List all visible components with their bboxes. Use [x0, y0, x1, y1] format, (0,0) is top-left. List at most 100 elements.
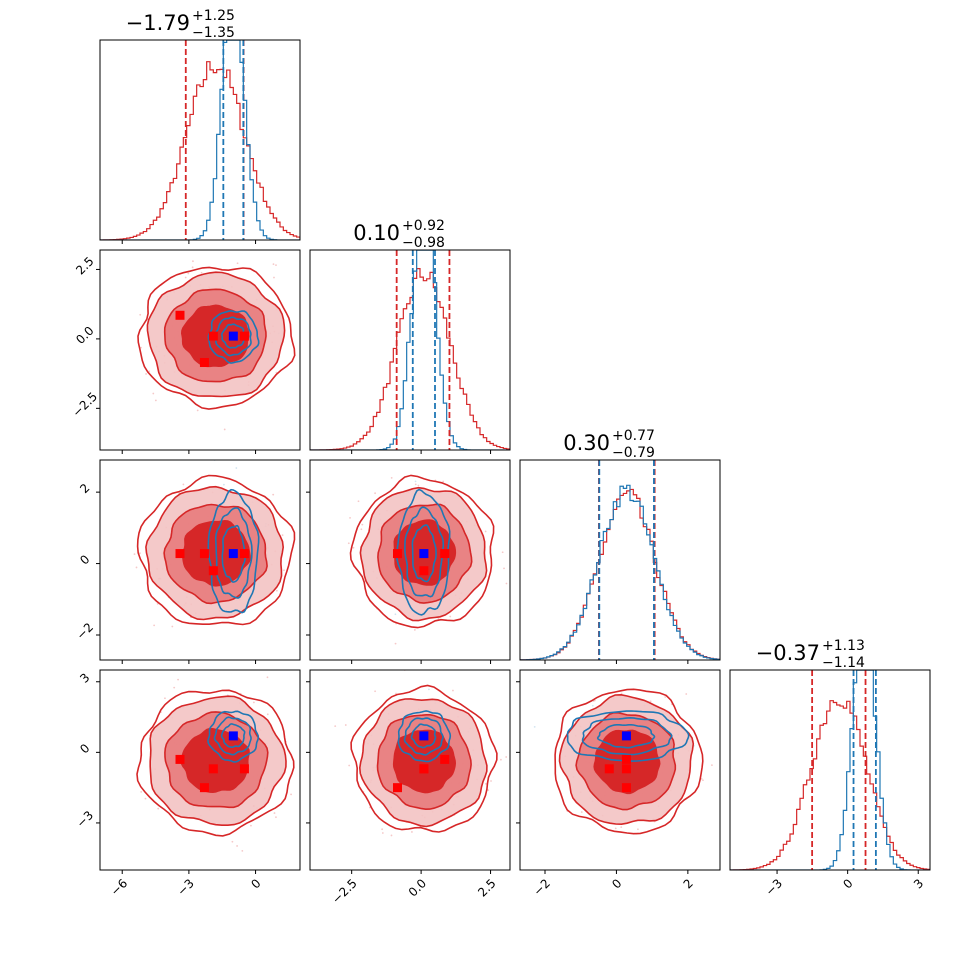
blue-marker — [228, 331, 238, 341]
x-tick-label: 2.5 — [475, 876, 498, 899]
panel-frame — [519, 459, 721, 661]
panel-4-2 — [334, 670, 508, 837]
blue-contour-4-1-1 — [220, 723, 246, 748]
red-marker — [440, 549, 450, 559]
x-tick-label: 2 — [681, 876, 696, 891]
y-tick-label: 0 — [77, 741, 92, 756]
x-tick-label: 0 — [840, 876, 855, 891]
histogram-title-plus-3: +0.77 — [612, 428, 655, 444]
red-marker — [419, 566, 429, 576]
red-contour-2-1-outer — [137, 266, 296, 410]
histogram-title-3: 0.30 — [563, 431, 610, 455]
red-marker — [621, 754, 631, 764]
panel-frame — [99, 249, 301, 451]
red-contour-3-1-outer — [136, 474, 296, 626]
histogram-3 — [520, 460, 720, 660]
blue-contour-3-2-1 — [411, 524, 437, 583]
panel-3-1 — [133, 460, 296, 628]
panel-frame — [309, 669, 511, 871]
red-marker — [419, 764, 429, 774]
red-marker — [175, 754, 185, 764]
blue-marker — [228, 549, 238, 559]
blue-contour-4-3-3 — [566, 710, 690, 762]
x-tick-label: 0.0 — [406, 876, 429, 899]
red-marker — [175, 549, 185, 559]
red-marker — [208, 331, 218, 341]
y-tick-label: 2.5 — [73, 254, 96, 277]
red-marker — [208, 764, 218, 774]
y-tick-label: 0 — [77, 552, 92, 567]
blue-contour-2-1-1 — [221, 323, 246, 349]
panel-frame — [99, 669, 301, 871]
red-marker — [604, 764, 614, 774]
x-tick-label: −2 — [531, 876, 553, 898]
red-marker — [621, 783, 631, 793]
red-marker — [239, 764, 249, 774]
histogram-title-plus-1: +1.25 — [192, 8, 235, 24]
panel-4-3 — [533, 688, 713, 835]
blue-contour-3-2-2 — [403, 506, 445, 598]
red-contour-3-2-outer — [349, 474, 495, 629]
panel-3-2 — [347, 474, 508, 645]
red-marker — [199, 358, 209, 367]
red-marker — [199, 549, 209, 559]
histogram-title-plus-2: +0.92 — [402, 218, 445, 234]
histogram-title-2: 0.10 — [353, 221, 400, 245]
y-tick-label: −2.5 — [70, 389, 101, 420]
panel-frame — [309, 249, 511, 451]
red-marker — [199, 783, 209, 793]
histogram-title-minus-3: −0.79 — [612, 445, 655, 461]
x-tick-label: −3 — [763, 876, 785, 898]
histogram-title-1: −1.79 — [126, 11, 190, 35]
red-marker — [208, 566, 218, 576]
blue-contour-4-3-1 — [596, 724, 656, 749]
histogram-title-4: −0.37 — [756, 641, 820, 665]
histogram-title-minus-4: −1.14 — [822, 655, 865, 671]
histogram-title-plus-4: +1.13 — [822, 638, 865, 654]
histogram-2-red-series — [310, 268, 510, 450]
blue-contour-4-2-2 — [403, 717, 444, 756]
histogram-title-minus-2: −0.98 — [402, 235, 445, 251]
blue-contour-3-1-2 — [214, 507, 253, 599]
histogram-4 — [730, 670, 930, 870]
panel-frame — [519, 669, 721, 871]
red-marker — [393, 783, 402, 793]
red-contour-4-3-outer — [554, 688, 704, 835]
panel-4-1 — [136, 676, 295, 852]
blue-contour-2-1-3 — [207, 310, 260, 364]
panel-frame — [729, 669, 931, 871]
x-tick-label: −6 — [108, 876, 130, 898]
red-marker — [175, 310, 185, 320]
panel-frame — [309, 459, 511, 661]
y-tick-label: 0.0 — [73, 324, 96, 347]
blue-contour-4-1-2 — [213, 716, 252, 756]
histogram-title-minus-1: −1.35 — [192, 25, 235, 41]
x-tick-label: 0 — [609, 876, 624, 891]
x-tick-label: −2.5 — [329, 876, 360, 907]
y-tick-label: −3 — [74, 808, 96, 830]
blue-contour-4-2-3 — [397, 710, 452, 763]
histogram-1-red-series — [100, 61, 300, 240]
x-tick-label: 3 — [911, 876, 926, 891]
blue-marker — [419, 549, 429, 559]
blue-marker — [621, 731, 631, 741]
histogram-3-red-series — [520, 488, 720, 660]
panel-2-1 — [137, 260, 296, 431]
red-marker — [621, 764, 631, 774]
red-marker — [239, 331, 249, 341]
histogram-1-blue-series — [100, 40, 300, 240]
histogram-2-blue-series — [310, 250, 510, 450]
x-tick-label: −3 — [175, 876, 197, 898]
y-tick-label: 3 — [77, 670, 92, 685]
red-contour-4-1-outer — [136, 689, 295, 837]
blue-contour-4-1-3 — [207, 710, 260, 763]
red-marker — [239, 549, 249, 559]
red-contour-4-2-outer — [350, 684, 498, 833]
blue-marker — [228, 731, 238, 741]
histogram-4-blue-series — [730, 670, 930, 870]
y-tick-label: −2 — [74, 620, 96, 642]
blue-marker — [419, 731, 429, 741]
panel-frame — [99, 459, 301, 661]
histogram-3-blue-series — [520, 484, 720, 660]
